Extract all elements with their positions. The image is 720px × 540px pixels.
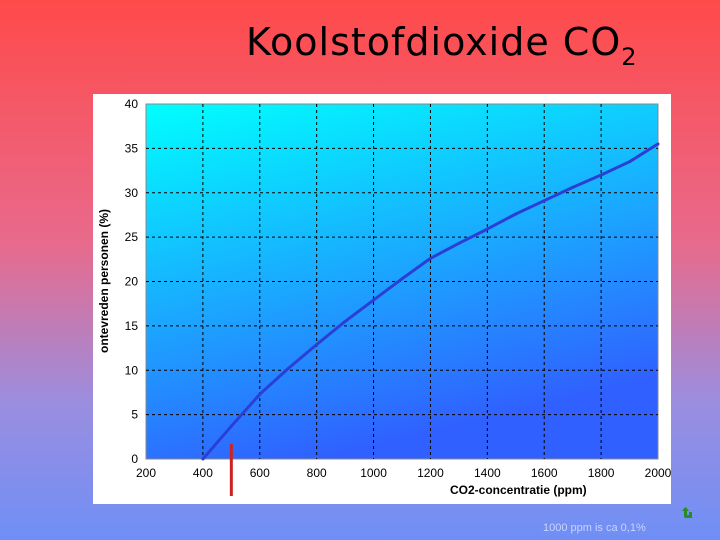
- y-tick-label: 25: [125, 230, 139, 244]
- slide-title-text: Koolstofdioxide CO: [246, 20, 622, 64]
- footnote: 1000 ppm is ca 0,1%: [543, 522, 646, 534]
- x-tick-label: 800: [307, 466, 327, 480]
- y-tick-label: 10: [125, 363, 139, 377]
- data-point: [457, 241, 461, 245]
- x-tick-label: 2000: [645, 466, 671, 480]
- data-point: [485, 227, 489, 231]
- data-point: [542, 199, 546, 203]
- data-point: [514, 212, 518, 216]
- x-tick-label: 1600: [531, 466, 558, 480]
- y-tick-label: 20: [125, 275, 139, 289]
- x-tick-label: 1800: [588, 466, 615, 480]
- data-point: [599, 173, 603, 177]
- data-point: [428, 256, 432, 260]
- data-point: [343, 319, 347, 323]
- co2-chart: 0 5 10 15 20 25 30 35 40 200 400 600 800 1000 1200 140…: [97, 97, 671, 497]
- slide-title-subscript: 2: [621, 43, 638, 71]
- slide-title: Koolstofdioxide CO2: [246, 20, 706, 80]
- data-point: [628, 160, 632, 164]
- y-tick-label: 0: [131, 452, 138, 466]
- data-point: [286, 366, 290, 370]
- return-arrow-icon[interactable]: [681, 506, 695, 520]
- plot-area: [145, 103, 659, 460]
- x-tick-labels: 200 400 600 800 1000 1200 1400 1600 1800 2000: [136, 466, 671, 480]
- x-tick-label: 1200: [417, 466, 444, 480]
- data-point: [229, 424, 233, 428]
- data-point: [656, 142, 660, 146]
- x-tick-label: 1400: [474, 466, 501, 480]
- x-tick-label: 200: [136, 466, 156, 480]
- y-tick-label: 40: [125, 97, 139, 111]
- series-group: [201, 142, 660, 496]
- y-tick-label: 15: [125, 319, 139, 333]
- grid-lines: [146, 104, 658, 459]
- data-point: [400, 277, 404, 281]
- y-tick-labels: 0 5 10 15 20 25 30 35 40: [125, 97, 139, 466]
- x-tick-label: 1000: [360, 466, 387, 480]
- x-tick-label: 400: [193, 466, 213, 480]
- data-point: [258, 392, 262, 396]
- data-point: [571, 185, 575, 189]
- y-axis-label: ontevreden personen (%): [97, 209, 111, 353]
- data-point: [315, 343, 319, 347]
- data-point: [372, 298, 376, 302]
- data-point: [201, 457, 205, 461]
- y-tick-label: 35: [125, 141, 139, 155]
- y-tick-label: 5: [131, 408, 138, 422]
- y-tick-label: 30: [125, 186, 139, 200]
- x-tick-label: 600: [250, 466, 270, 480]
- x-axis-label: CO2-concentratie (ppm): [450, 483, 587, 497]
- chart-frame: 0 5 10 15 20 25 30 35 40 200 400 600 800 1000 1200 140…: [93, 94, 671, 504]
